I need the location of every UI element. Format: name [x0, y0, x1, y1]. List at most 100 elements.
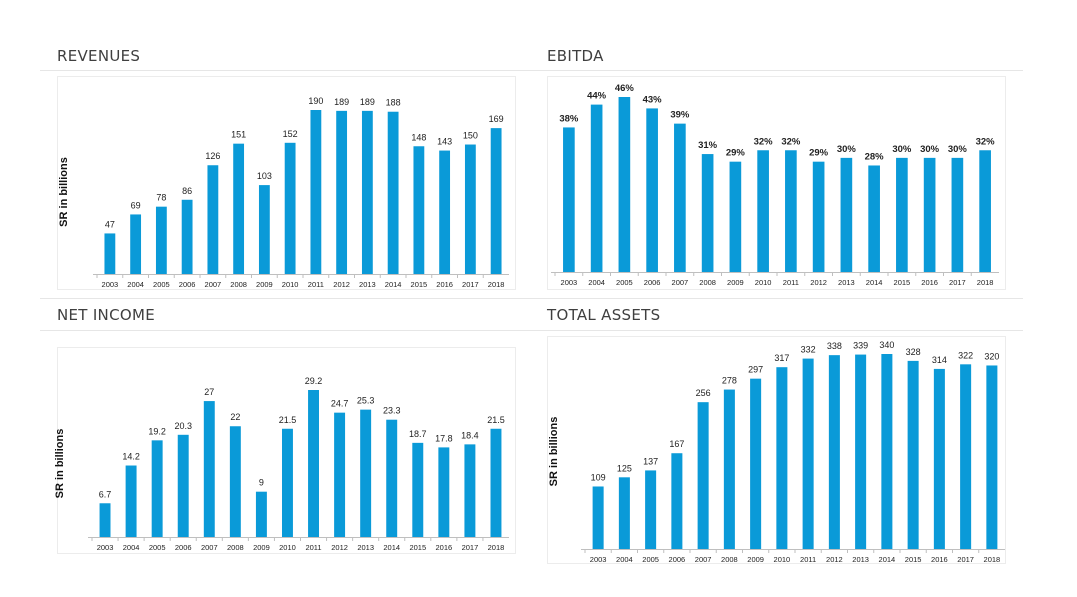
ebitda-value-label: 32% — [976, 136, 996, 147]
revenues-value-label: 188 — [386, 98, 401, 108]
ebitda-value-label: 39% — [670, 110, 690, 121]
ebitda-category-label: 2018 — [977, 278, 994, 287]
total-assets-category-label: 2013 — [852, 555, 869, 564]
net-income-category-label: 2009 — [253, 543, 270, 552]
total-assets-bar-2003 — [592, 486, 604, 549]
revenues-bar-2012 — [336, 110, 348, 274]
net-income-value-label: 22 — [230, 412, 240, 422]
ebitda-chart-frame — [547, 76, 1006, 290]
revenues-value-label: 151 — [231, 130, 246, 140]
net-income-bar-2005 — [151, 440, 163, 537]
ebitda-value-label: 30% — [892, 144, 912, 155]
revenues-value-label: 169 — [489, 114, 504, 124]
ebitda-category-label: 2007 — [672, 278, 689, 287]
ebitda-value-label: 29% — [726, 148, 746, 159]
total-assets-value-label: 328 — [906, 347, 921, 357]
net-income-value-label: 14.2 — [122, 452, 140, 462]
revenues-bar-2017 — [464, 144, 476, 274]
total-assets-value-label: 338 — [827, 341, 842, 351]
revenues-value-label: 126 — [205, 151, 220, 161]
revenues-bar-2003 — [104, 233, 116, 274]
divider-lower — [40, 330, 1023, 331]
ebitda-bar-2008 — [701, 154, 714, 272]
revenues-category-label: 2004 — [127, 280, 144, 289]
ebitda-bar-2004 — [590, 104, 603, 272]
net-income-bar-2004 — [125, 465, 137, 537]
total-assets-value-label: 167 — [669, 439, 684, 449]
revenues-bar-2016 — [439, 150, 451, 274]
revenues-chart-svg: 47 2003 69 2004 78 2005 86 2006 126 2007 151 2008 10… — [58, 96, 509, 289]
ebitda-title: EBITDA — [547, 47, 604, 65]
total-assets-value-label: 320 — [984, 351, 999, 361]
ebitda-bar-2010 — [757, 150, 769, 272]
revenues-category-label: 2011 — [308, 280, 324, 289]
divider-middle — [40, 298, 1023, 299]
net-income-bar-2003 — [99, 503, 111, 537]
net-income-bar-2006 — [177, 434, 189, 537]
total-assets-bar-2011 — [802, 358, 814, 549]
net-income-value-label: 18.4 — [461, 430, 479, 440]
revenues-value-label: 150 — [463, 131, 478, 141]
revenues-value-label: 148 — [411, 132, 426, 142]
total-assets-chart-svg: 109 2003 125 2004 137 2005 167 2006 256 2007 278 20… — [548, 340, 1005, 564]
net-income-chart-frame — [57, 347, 516, 554]
net-income-value-label: 6.7 — [99, 489, 112, 499]
total-assets-value-label: 297 — [748, 365, 763, 375]
net-income-category-label: 2013 — [357, 543, 374, 552]
total-assets-y-axis-label: SR in billions — [548, 417, 560, 487]
total-assets-value-label: 137 — [643, 456, 658, 466]
net-income-value-label: 21.5 — [279, 415, 297, 425]
total-assets-bar-2013 — [855, 354, 867, 549]
net-income-bar-2016 — [438, 447, 450, 537]
net-income-category-label: 2010 — [279, 543, 296, 552]
total-assets-value-label: 340 — [879, 340, 894, 350]
total-assets-category-label: 2016 — [931, 555, 948, 564]
ebitda-category-label: 2004 — [588, 278, 605, 287]
total-assets-bar-2018 — [986, 365, 998, 549]
net-income-value-label: 29.2 — [305, 376, 323, 386]
revenues-value-label: 189 — [334, 97, 349, 107]
net-income-category-label: 2006 — [175, 543, 192, 552]
total-assets-value-label: 332 — [801, 345, 816, 355]
revenues-bar-2009 — [258, 185, 270, 274]
net-income-category-label: 2017 — [462, 543, 479, 552]
ebitda-chart: 38% 2003 44% 2004 46% 2005 43% 2006 39% 2007 31% 20… — [547, 76, 1006, 290]
ebitda-bar-2013 — [840, 157, 853, 272]
net-income-category-label: 2011 — [305, 543, 321, 552]
net-income-value-label: 23.3 — [383, 406, 401, 416]
ebitda-value-label: 38% — [559, 113, 579, 124]
net-income-value-label: 19.2 — [148, 426, 166, 436]
revenues-category-label: 2006 — [179, 280, 196, 289]
net-income-chart-svg: 6.7 2003 14.2 2004 19.2 2005 20.3 2006 27 2007 22 2… — [54, 376, 509, 552]
net-income-value-label: 27 — [204, 387, 214, 397]
total-assets-bar-2008 — [723, 389, 735, 549]
net-income-chart: 6.7 2003 14.2 2004 19.2 2005 20.3 2006 27 2007 22 2… — [54, 347, 516, 554]
ebitda-category-label: 2014 — [866, 278, 883, 287]
ebitda-bar-2006 — [646, 108, 658, 272]
ebitda-value-label: 30% — [837, 144, 857, 155]
revenues-bar-2007 — [207, 165, 219, 274]
total-assets-category-label: 2014 — [879, 555, 896, 564]
ebitda-category-label: 2017 — [949, 278, 966, 287]
ebitda-category-label: 2015 — [894, 278, 911, 287]
revenues-bar-2013 — [361, 110, 373, 274]
ebitda-bar-2012 — [812, 161, 825, 272]
ebitda-value-label: 43% — [643, 94, 663, 105]
net-income-category-label: 2012 — [331, 543, 348, 552]
revenues-bar-2005 — [155, 206, 167, 274]
net-income-value-label: 20.3 — [174, 421, 192, 431]
revenues-value-label: 47 — [105, 219, 115, 229]
ebitda-value-label: 29% — [809, 148, 829, 159]
revenues-category-label: 2003 — [102, 280, 119, 289]
net-income-bar-2012 — [334, 412, 346, 537]
revenues-bar-2011 — [310, 110, 322, 274]
ebitda-category-label: 2008 — [699, 278, 716, 287]
revenues-category-label: 2013 — [359, 280, 376, 289]
revenues-value-label: 86 — [182, 186, 192, 196]
revenues-bar-2015 — [413, 146, 425, 274]
revenues-value-label: 103 — [257, 171, 272, 181]
net-income-value-label: 24.7 — [331, 399, 349, 409]
total-assets-value-label: 339 — [853, 341, 868, 351]
total-assets-chart-frame — [547, 336, 1006, 564]
net-income-bar-2015 — [412, 442, 424, 537]
